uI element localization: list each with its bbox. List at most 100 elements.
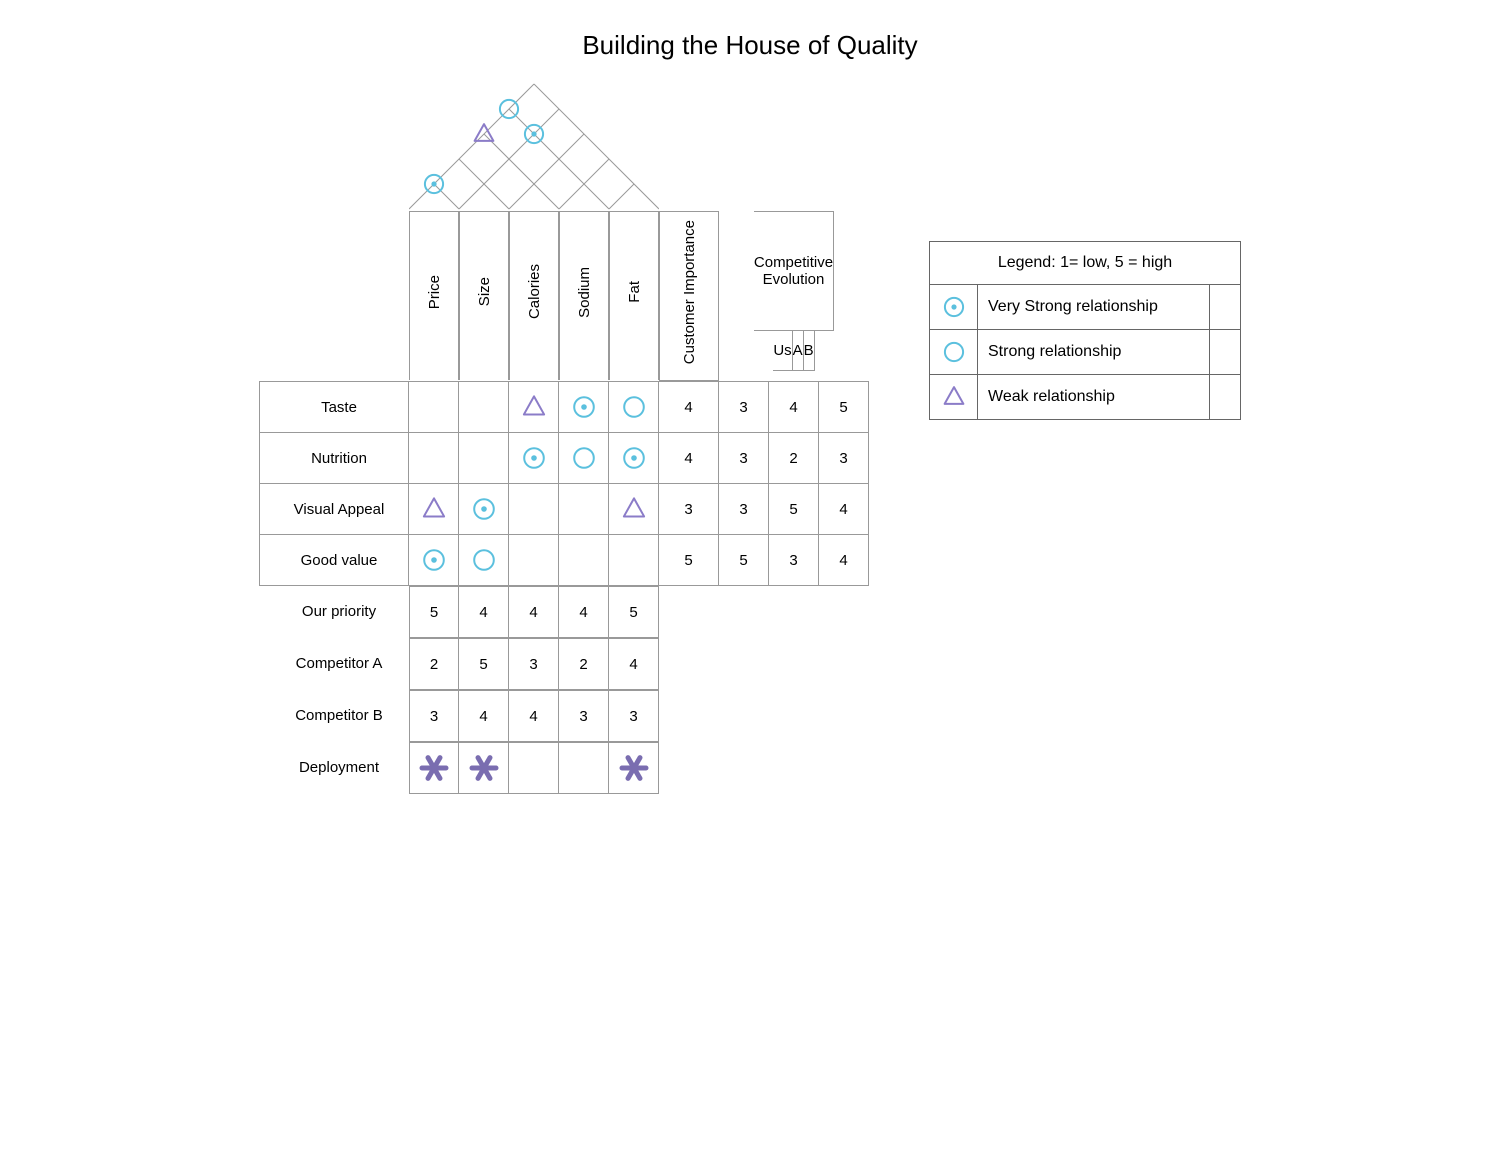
relationship-cell — [609, 381, 659, 432]
priority-row-label: Competitor B — [259, 690, 409, 740]
spacer — [719, 690, 769, 740]
relationship-cell — [509, 483, 559, 534]
circle-icon — [930, 330, 978, 374]
priority-cell: 3 — [559, 690, 609, 742]
spacer — [819, 638, 869, 688]
relationship-cell — [559, 534, 609, 586]
cust-importance-header: Customer Importance — [659, 211, 719, 381]
spacer — [719, 742, 769, 792]
tech-header: Size — [459, 211, 509, 380]
competitive-cell: 4 — [769, 381, 819, 432]
deployment-cell — [559, 742, 609, 794]
relationship-cell — [409, 483, 459, 534]
deployment-cell — [609, 742, 659, 794]
deployment-cell — [459, 742, 509, 794]
legend-label: Very Strong relationship — [978, 285, 1210, 329]
relationship-cell — [559, 483, 609, 534]
importance-cell: 3 — [659, 483, 719, 534]
legend-row: Weak relationship — [930, 375, 1240, 419]
relationship-cell — [459, 381, 509, 432]
deployment-cell — [509, 742, 559, 794]
comp-col-header: A — [793, 331, 804, 371]
spacer — [659, 81, 719, 211]
legend-title: Legend: 1= low, 5 = high — [930, 242, 1240, 285]
priority-cell: 4 — [459, 690, 509, 742]
relationship-cell — [459, 534, 509, 586]
spacer — [659, 638, 719, 688]
triangle-icon — [930, 375, 978, 419]
legend-row: Strong relationship — [930, 330, 1240, 375]
importance-cell: 4 — [659, 432, 719, 483]
tech-col-label: Price — [426, 271, 443, 313]
circle-icon — [570, 444, 598, 472]
customer-need-label: Nutrition — [259, 432, 409, 483]
circle-icon — [470, 546, 498, 574]
circle-dot-icon — [570, 393, 598, 421]
deployment-cell — [409, 742, 459, 794]
spacer — [769, 690, 819, 740]
circle-dot-icon — [520, 444, 548, 472]
priority-cell: 3 — [409, 690, 459, 742]
relationship-cell — [459, 483, 509, 534]
priority-cell: 3 — [609, 690, 659, 742]
priority-row-label: Our priority — [259, 586, 409, 636]
legend-row: Very Strong relationship — [930, 285, 1240, 330]
spacer — [659, 742, 719, 792]
spacer — [819, 690, 869, 740]
spacer — [769, 586, 819, 636]
deployment-label: Deployment — [259, 742, 409, 792]
asterisk-icon — [419, 753, 449, 783]
relationship-cell — [409, 432, 459, 483]
priority-cell: 5 — [459, 638, 509, 690]
spacer — [259, 81, 409, 211]
circle-dot-icon — [420, 546, 448, 574]
page-title: Building the House of Quality — [30, 30, 1470, 61]
relationship-cell — [459, 432, 509, 483]
priority-cell: 3 — [509, 638, 559, 690]
competitive-cell: 3 — [719, 432, 769, 483]
relationship-cell — [509, 381, 559, 432]
roof — [409, 81, 659, 211]
tech-header: Sodium — [559, 211, 609, 380]
spacer — [659, 586, 719, 636]
competitive-cell: 4 — [819, 534, 869, 586]
asterisk-icon — [469, 753, 499, 783]
priority-cell: 4 — [459, 586, 509, 638]
comp-col-header: B — [804, 331, 815, 371]
legend-label: Weak relationship — [978, 375, 1210, 419]
relationship-cell — [409, 381, 459, 432]
customer-need-label: Taste — [259, 381, 409, 432]
priority-cell: 5 — [609, 586, 659, 638]
tech-col-label: Calories — [526, 260, 543, 323]
priority-cell: 4 — [609, 638, 659, 690]
spacer — [769, 742, 819, 792]
legend-label: Strong relationship — [978, 330, 1210, 374]
comp-col-header: Us — [773, 331, 792, 371]
roof-grid — [409, 81, 659, 211]
tech-header: Calories — [509, 211, 559, 380]
tech-col-label: Sodium — [576, 263, 593, 322]
priority-cell: 4 — [509, 690, 559, 742]
relationship-cell — [409, 534, 459, 586]
competitive-cell: 4 — [819, 483, 869, 534]
relationship-cell — [609, 483, 659, 534]
relationship-cell — [609, 534, 659, 586]
importance-cell: 4 — [659, 381, 719, 432]
spacer — [719, 81, 769, 211]
competitive-cell: 3 — [819, 432, 869, 483]
spacer — [659, 690, 719, 740]
triangle-icon — [520, 393, 548, 421]
diagram-wrap: PriceSizeCaloriesSodiumFatCustomer Impor… — [30, 81, 1470, 794]
circle-dot-icon — [620, 444, 648, 472]
spacer — [819, 586, 869, 636]
spacer — [259, 211, 409, 371]
competitive-cell: 3 — [769, 534, 819, 586]
competitive-evolution-header: CompetitiveEvolution — [754, 211, 834, 331]
importance-cell: 5 — [659, 534, 719, 586]
circle-icon — [620, 393, 648, 421]
customer-need-label: Good value — [259, 534, 409, 586]
customer-need-label: Visual Appeal — [259, 483, 409, 534]
priority-cell: 4 — [509, 586, 559, 638]
priority-cell: 2 — [409, 638, 459, 690]
triangle-icon — [420, 495, 448, 523]
